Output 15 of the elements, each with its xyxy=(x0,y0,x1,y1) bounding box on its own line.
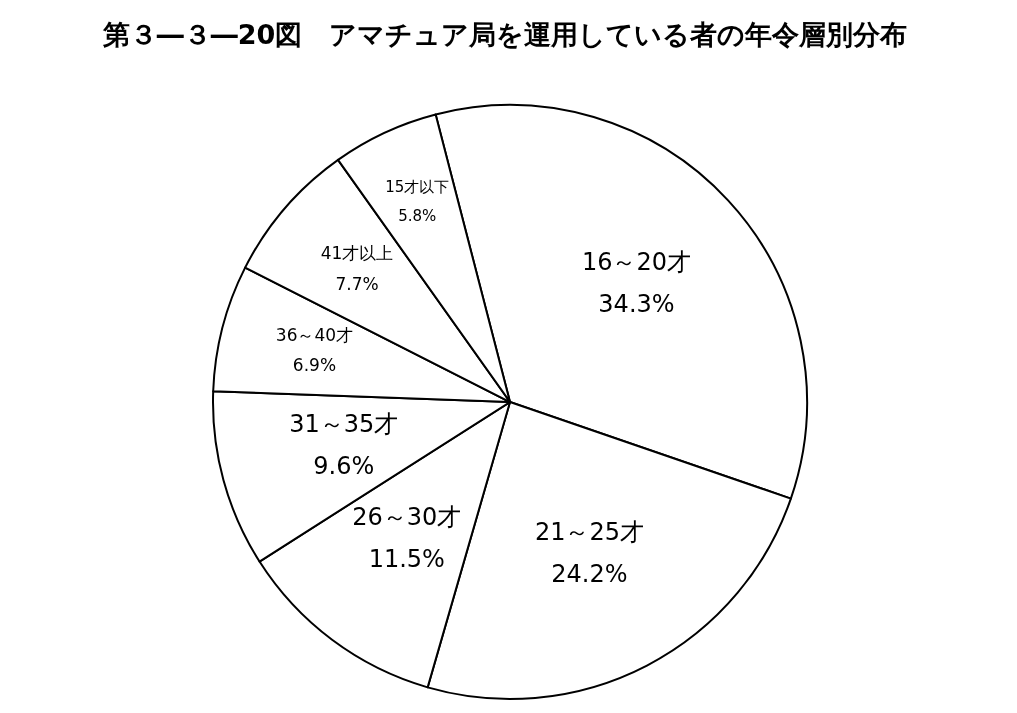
slice-label: 26～30才 xyxy=(352,502,462,531)
slice-label: 41才以上 xyxy=(320,243,394,264)
slice-label: 16～20才 xyxy=(581,248,692,277)
slice-label: 15才以下 xyxy=(385,177,450,196)
slice-label: 36～40才 xyxy=(275,324,354,345)
slice-label: 31～35才 xyxy=(289,410,399,439)
data-label: 24.2% xyxy=(551,559,628,588)
chart-title: 第３―３―20図 アマチュア局を運用している者の年令層別分布 xyxy=(101,19,908,50)
data-label: 34.3% xyxy=(598,290,675,319)
slice-label: 21～25才 xyxy=(534,517,644,546)
data-label: 5.8% xyxy=(398,207,437,226)
data-label: 11.5% xyxy=(368,544,445,573)
data-label: 6.9% xyxy=(292,355,337,375)
data-label: 9.6% xyxy=(313,452,375,481)
data-label: 7.7% xyxy=(335,273,379,294)
